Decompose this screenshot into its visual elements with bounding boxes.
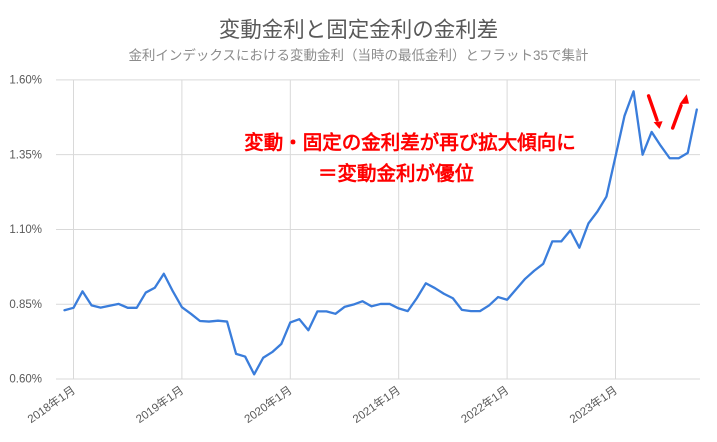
svg-text:2019年1月: 2019年1月 bbox=[133, 383, 186, 426]
svg-text:1.35%: 1.35% bbox=[9, 149, 42, 161]
svg-text:変動・固定の金利差が再び拡大傾向に: 変動・固定の金利差が再び拡大傾向に bbox=[244, 131, 576, 154]
svg-text:1.60%: 1.60% bbox=[9, 75, 42, 87]
svg-text:2021年1月: 2021年1月 bbox=[350, 383, 403, 426]
svg-text:2018年1月: 2018年1月 bbox=[25, 383, 78, 426]
svg-text:2020年1月: 2020年1月 bbox=[241, 383, 294, 426]
svg-text:0.60%: 0.60% bbox=[9, 374, 42, 386]
svg-text:＝変動金利が優位: ＝変動金利が優位 bbox=[318, 162, 474, 185]
svg-text:2022年1月: 2022年1月 bbox=[458, 383, 511, 426]
svg-text:2023年1月: 2023年1月 bbox=[567, 383, 620, 426]
svg-text:0.85%: 0.85% bbox=[9, 299, 42, 311]
svg-text:1.10%: 1.10% bbox=[9, 224, 42, 236]
